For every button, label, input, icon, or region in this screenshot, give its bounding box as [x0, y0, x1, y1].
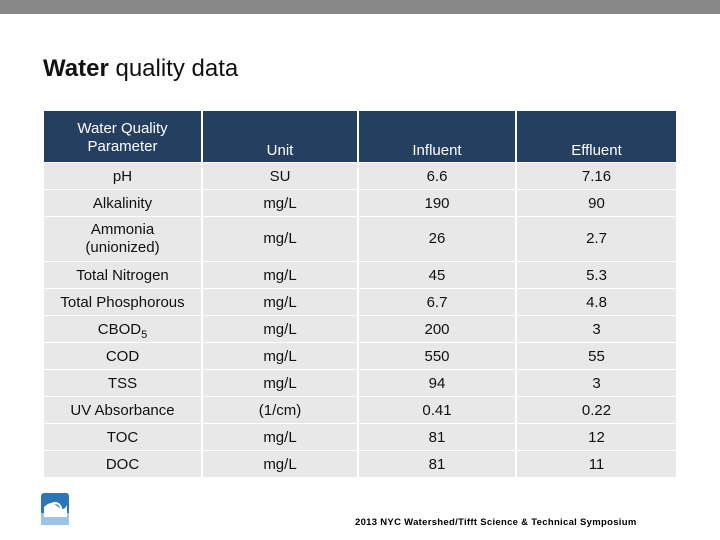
- cell-influent: 200: [357, 315, 516, 343]
- cell-influent: 6.6: [357, 162, 516, 190]
- cell-effluent: 90: [515, 189, 676, 217]
- cell-effluent: 55: [515, 342, 676, 370]
- table-row: UV Absorbance (1/cm) 0.41 0.22: [44, 396, 676, 424]
- table-row: Alkalinity mg/L 190 90: [44, 189, 676, 217]
- cell-unit: mg/L: [201, 369, 358, 397]
- table-row: Total Nitrogen mg/L 45 5.3: [44, 261, 676, 289]
- cell-influent: 45: [357, 261, 516, 289]
- cell-effluent: 11: [515, 450, 676, 478]
- header-influent: Influent: [357, 111, 516, 163]
- cell-parameter: Total Nitrogen: [44, 261, 202, 289]
- cell-parameter: DOC: [44, 450, 202, 478]
- cell-parameter: UV Absorbance: [44, 396, 202, 424]
- header-parameter-line2: Parameter: [87, 137, 158, 155]
- water-quality-table: Water Quality Parameter Unit Influent Ef…: [44, 111, 676, 478]
- cell-unit: mg/L: [201, 288, 358, 316]
- cell-effluent: 3: [515, 369, 676, 397]
- table-row: pH SU 6.6 7.16: [44, 162, 676, 190]
- cell-unit: mg/L: [201, 342, 358, 370]
- cell-parameter-subscript: 5: [141, 328, 148, 341]
- cell-parameter: Total Phosphorous: [44, 288, 202, 316]
- cell-influent: 6.7: [357, 288, 516, 316]
- organization-logo-icon: [41, 493, 69, 525]
- top-bar: [0, 0, 720, 14]
- table-row: DOC mg/L 81 11: [44, 450, 676, 478]
- cell-effluent: 5.3: [515, 261, 676, 289]
- cell-parameter-main: CBOD: [97, 320, 142, 338]
- table-header-row: Water Quality Parameter Unit Influent Ef…: [44, 111, 676, 163]
- cell-parameter: TOC: [44, 423, 202, 451]
- header-parameter: Water Quality Parameter: [44, 111, 202, 163]
- header-parameter-line1: Water Quality: [77, 119, 168, 137]
- table-row: Ammonia (unionized) mg/L 26 2.7: [44, 216, 676, 262]
- table-row: Total Phosphorous mg/L 6.7 4.8: [44, 288, 676, 316]
- cell-influent: 94: [357, 369, 516, 397]
- cell-influent: 26: [357, 216, 516, 262]
- cell-parameter-line2: (unionized): [85, 239, 160, 256]
- cell-effluent: 4.8: [515, 288, 676, 316]
- cell-effluent: 2.7: [515, 216, 676, 262]
- cell-parameter: COD: [44, 342, 202, 370]
- cell-parameter: TSS: [44, 369, 202, 397]
- cell-parameter: Alkalinity: [44, 189, 202, 217]
- cell-unit: mg/L: [201, 450, 358, 478]
- cell-unit: SU: [201, 162, 358, 190]
- cell-parameter-line1: Ammonia: [90, 221, 155, 238]
- cell-influent: 190: [357, 189, 516, 217]
- cell-parameter: pH: [44, 162, 202, 190]
- cell-unit: mg/L: [201, 261, 358, 289]
- cell-unit: mg/L: [201, 315, 358, 343]
- header-effluent: Effluent: [515, 111, 676, 163]
- table-row: CBOD5 mg/L 200 3: [44, 315, 676, 343]
- cell-parameter: Ammonia (unionized): [44, 216, 202, 262]
- table-row: COD mg/L 550 55: [44, 342, 676, 370]
- cell-unit: mg/L: [201, 216, 358, 262]
- footer-text: 2013 NYC Watershed/Tifft Science & Techn…: [355, 517, 637, 528]
- table-row: TSS mg/L 94 3: [44, 369, 676, 397]
- cell-influent: 0.41: [357, 396, 516, 424]
- table-row: TOC mg/L 81 12: [44, 423, 676, 451]
- cell-unit: mg/L: [201, 189, 358, 217]
- slide-title: Water quality data: [43, 54, 238, 84]
- cell-unit: (1/cm): [201, 396, 358, 424]
- cell-parameter: CBOD5: [44, 315, 202, 343]
- cell-effluent: 3: [515, 315, 676, 343]
- slide-title-bold: Water: [43, 55, 109, 82]
- cell-unit: mg/L: [201, 423, 358, 451]
- cell-influent: 81: [357, 423, 516, 451]
- cell-effluent: 7.16: [515, 162, 676, 190]
- slide-title-rest: quality data: [108, 55, 239, 82]
- header-unit: Unit: [201, 111, 358, 163]
- cell-influent: 550: [357, 342, 516, 370]
- cell-influent: 81: [357, 450, 516, 478]
- cell-effluent: 12: [515, 423, 676, 451]
- cell-effluent: 0.22: [515, 396, 676, 424]
